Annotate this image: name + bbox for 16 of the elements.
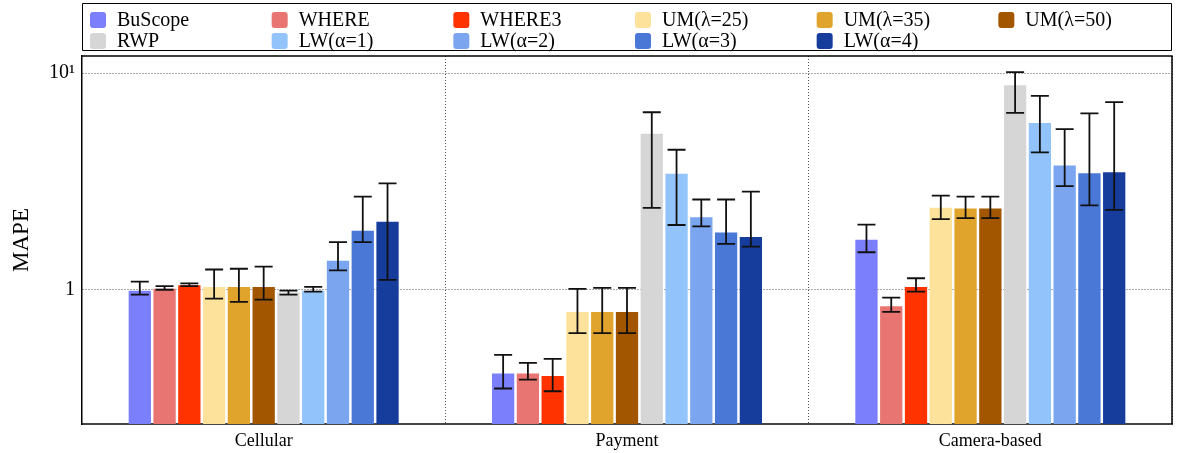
y-axis-title: MAPE	[7, 208, 33, 272]
legend-label: UM(λ=50)	[1025, 8, 1112, 32]
x-tick-label: Cellular	[234, 429, 293, 450]
legend-label: WHERE3	[480, 8, 562, 31]
x-tick-label: Payment	[595, 429, 659, 450]
x-tick-label: Camera-based	[938, 429, 1042, 450]
legend-label: WHERE	[298, 8, 370, 31]
legend-label: LW(α=2)	[480, 29, 556, 53]
legend-label: LW(α=1)	[298, 29, 374, 53]
legend-label: BuScope	[117, 8, 190, 32]
legend-label: UM(λ=35)	[843, 8, 931, 32]
y-tick-label: 1	[65, 277, 75, 299]
legend-label: UM(λ=25)	[662, 8, 749, 32]
y-tick-label: 10¹	[49, 60, 75, 83]
legend-label: RWP	[117, 29, 160, 52]
legend-label: LW(α=3)	[662, 29, 737, 53]
